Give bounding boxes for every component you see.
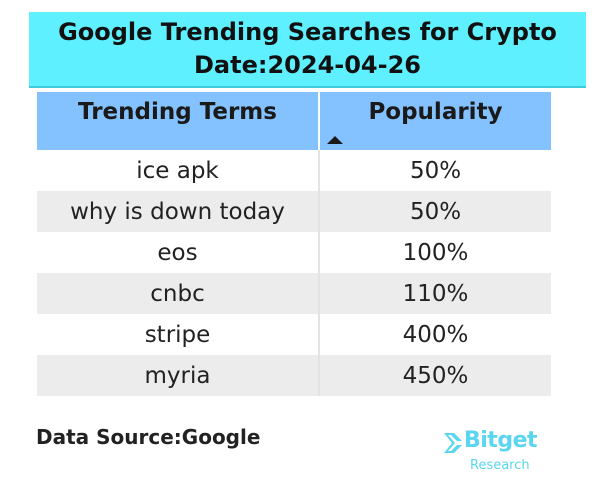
table-row: stripe 400% bbox=[37, 314, 551, 355]
trending-table: Trending Terms Popularity ice apk 50% wh… bbox=[37, 92, 551, 396]
term-cell: eos bbox=[37, 232, 320, 273]
logo-wordmark: Bitget bbox=[464, 428, 538, 453]
table-row: cnbc 110% bbox=[37, 273, 551, 314]
term-cell: cnbc bbox=[37, 273, 320, 314]
title-line-1: Google Trending Searches for Crypto bbox=[58, 18, 557, 46]
bitget-research-logo: Bitget Research bbox=[442, 428, 552, 476]
table-row: myria 450% bbox=[37, 355, 551, 396]
data-source-label: Data Source:Google bbox=[36, 425, 261, 449]
term-cell: why is down today bbox=[37, 191, 320, 232]
table-row: why is down today 50% bbox=[37, 191, 551, 232]
column-header-terms[interactable]: Trending Terms bbox=[37, 92, 320, 150]
logo-subtitle: Research bbox=[470, 458, 530, 473]
popularity-cell: 50% bbox=[409, 198, 462, 225]
table-row: eos 100% bbox=[37, 232, 551, 273]
bitget-logo-icon bbox=[444, 433, 462, 453]
term-cell: myria bbox=[37, 355, 320, 396]
popularity-cell: 450% bbox=[402, 362, 469, 389]
term-cell: stripe bbox=[37, 314, 320, 355]
table-header: Trending Terms Popularity bbox=[37, 92, 551, 150]
table-row: ice apk 50% bbox=[37, 150, 551, 191]
column-header-popularity-label: Popularity bbox=[368, 99, 503, 125]
sort-ascending-icon[interactable] bbox=[327, 136, 343, 144]
title-line-2: Date:2024-04-26 bbox=[194, 51, 421, 79]
term-cell: ice apk bbox=[37, 150, 320, 191]
popularity-cell: 110% bbox=[402, 280, 469, 307]
popularity-cell: 100% bbox=[402, 239, 469, 266]
popularity-cell: 50% bbox=[409, 157, 462, 184]
popularity-cell: 400% bbox=[402, 321, 469, 348]
title-banner: Google Trending Searches for Crypto Date… bbox=[29, 12, 586, 88]
column-header-popularity[interactable]: Popularity bbox=[320, 92, 551, 150]
